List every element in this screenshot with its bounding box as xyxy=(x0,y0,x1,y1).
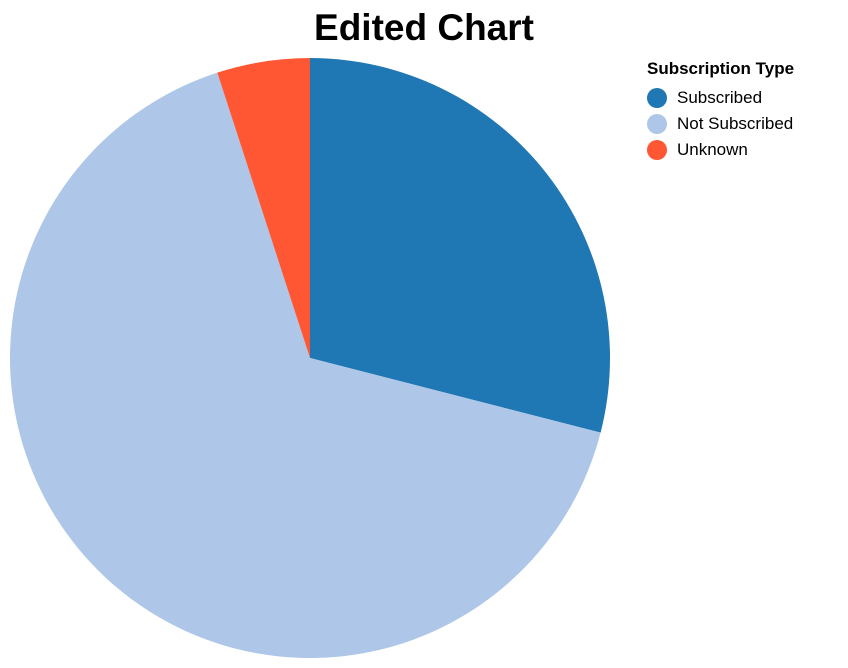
legend-item-not-subscribed: Not Subscribed xyxy=(647,111,794,137)
pie-slice-unknown xyxy=(217,58,310,358)
legend: Subscription Type Subscribed Not Subscri… xyxy=(647,58,794,163)
pie-slice-not-subscribed xyxy=(10,72,601,658)
legend-label-not-subscribed: Not Subscribed xyxy=(677,114,794,133)
legend-title: Subscription Type xyxy=(647,59,795,78)
chart-title: Edited Chart xyxy=(314,7,534,48)
legend-swatch-not-subscribed xyxy=(647,114,667,134)
legend-label-unknown: Unknown xyxy=(677,140,748,159)
legend-item-unknown: Unknown xyxy=(647,137,794,163)
legend-swatch-unknown xyxy=(647,140,667,160)
legend-item-subscribed: Subscribed xyxy=(647,85,794,111)
legend-label-subscribed: Subscribed xyxy=(677,88,763,107)
pie-slice-subscribed xyxy=(310,58,610,433)
legend-swatch-subscribed xyxy=(647,88,667,108)
